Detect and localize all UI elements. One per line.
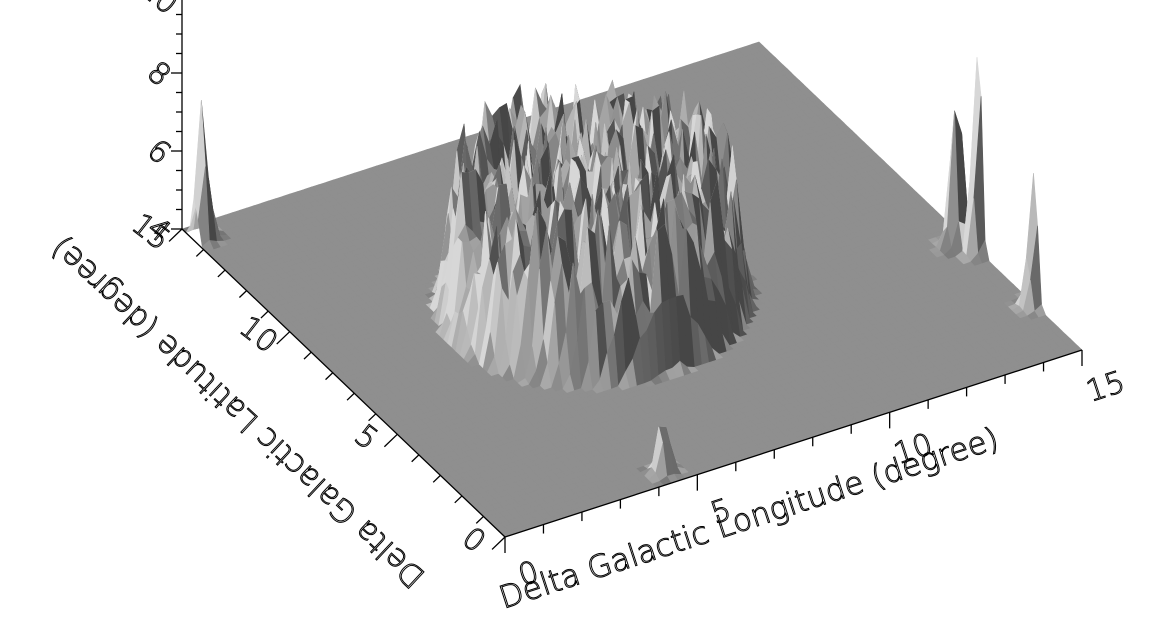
surface-mesh	[181, 41, 1083, 538]
